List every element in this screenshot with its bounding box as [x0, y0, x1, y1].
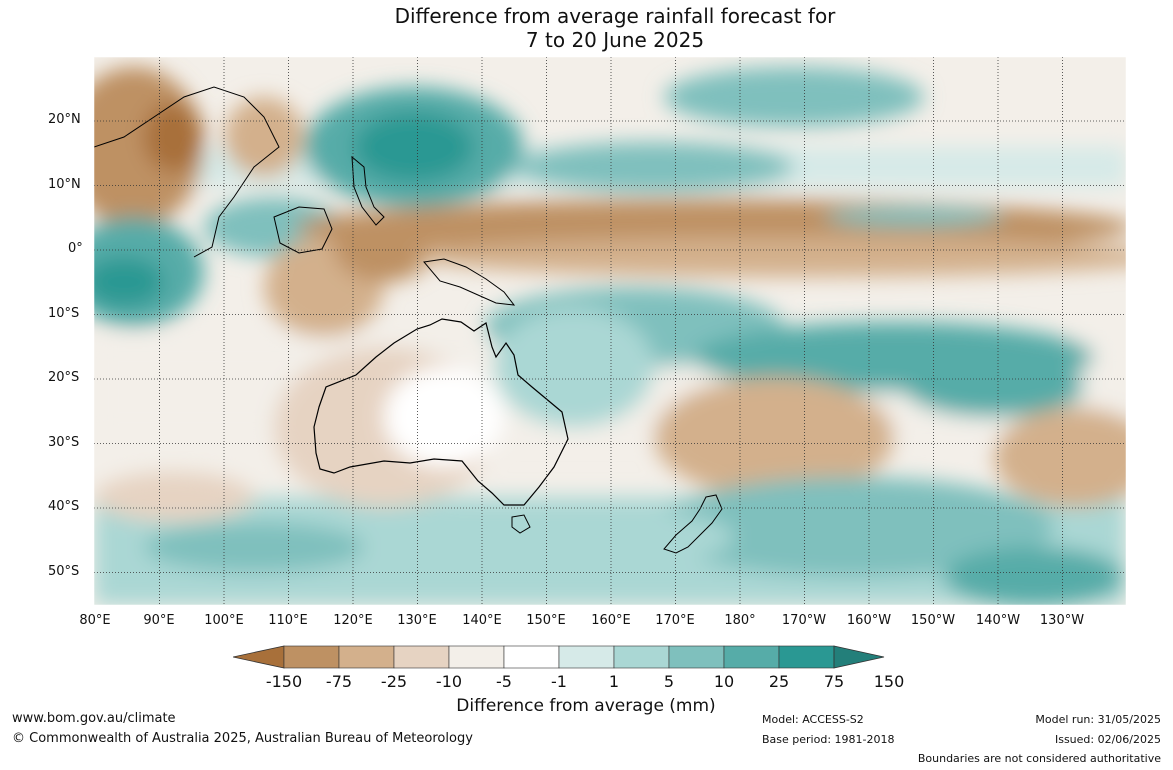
colorbar-label: Difference from average (mm)	[456, 696, 716, 716]
colorbar-tick: 1	[608, 672, 620, 691]
lon-label-100e: 100°E	[204, 613, 244, 628]
lat-label-0: 0°	[68, 241, 83, 256]
colorbar-segment	[283, 645, 340, 669]
lon-label-150e: 150°E	[526, 613, 566, 628]
anomaly-field	[94, 67, 1126, 605]
lat-label-40s: 40°S	[48, 499, 80, 514]
footer-disclaimer: Boundaries are not considered authoritat…	[917, 752, 1161, 765]
colorbar-segment	[778, 645, 835, 669]
colorbar-arrow-right	[833, 645, 885, 669]
lat-label-20s: 20°S	[48, 370, 80, 385]
lon-label-170w: 170°W	[781, 613, 827, 628]
colorbar-tick: -1	[551, 672, 567, 691]
lon-label-160e: 160°E	[591, 613, 631, 628]
colorbar-segment	[558, 645, 615, 669]
lon-label-120e: 120°E	[333, 613, 373, 628]
rainfall-map	[94, 57, 1126, 605]
colorbar-tick: -25	[380, 672, 408, 691]
lon-label-180: 180°	[724, 613, 756, 628]
footer-model-run: Model run: 31/05/2025	[1035, 713, 1161, 726]
lat-label-20n: 20°N	[48, 112, 81, 127]
colorbar-tick: 75	[823, 672, 845, 691]
colorbar-tick: 25	[768, 672, 790, 691]
lon-label-90e: 90°E	[143, 613, 175, 628]
lat-label-30s: 30°S	[48, 435, 80, 450]
footer-model: Model: ACCESS-S2	[762, 713, 864, 726]
colorbar-segment	[338, 645, 395, 669]
colorbar-tick: 10	[713, 672, 735, 691]
colorbar-tick: 5	[663, 672, 675, 691]
lon-label-130w: 130°W	[1039, 613, 1085, 628]
lat-label-10s: 10°S	[48, 306, 80, 321]
colorbar-segment	[448, 645, 505, 669]
footer-url: www.bom.gov.au/climate	[12, 711, 176, 726]
lat-label-50s: 50°S	[48, 564, 80, 579]
map-canvas	[94, 57, 1126, 605]
title-line-1: Difference from average rainfall forecas…	[394, 4, 836, 28]
philippines-outline	[351, 155, 385, 226]
colorbar-segment	[393, 645, 450, 669]
footer-base-period: Base period: 1981-2018	[762, 733, 895, 746]
lon-label-80e: 80°E	[79, 613, 111, 628]
colorbar-tick: -150	[265, 672, 303, 691]
lat-label-10n: 10°N	[48, 177, 81, 192]
colorbar-segment	[503, 645, 560, 669]
footer-issued: Issued: 02/06/2025	[1054, 733, 1161, 746]
lon-label-110e: 110°E	[268, 613, 308, 628]
colorbar-tick: -5	[496, 672, 512, 691]
colorbar	[233, 645, 885, 669]
tasmania-outline	[511, 514, 531, 534]
colorbar-segment	[613, 645, 670, 669]
title-line-2: 7 to 20 June 2025	[525, 28, 705, 52]
colorbar-segment	[723, 645, 780, 669]
lon-label-140w: 140°W	[975, 613, 1021, 628]
lon-label-160w: 160°W	[846, 613, 892, 628]
lon-label-140e: 140°E	[462, 613, 502, 628]
lon-label-130e: 130°E	[397, 613, 437, 628]
footer-copyright: © Commonwealth of Australia 2025, Austra…	[12, 731, 473, 746]
asia-coast-outline	[94, 86, 280, 258]
colorbar-arrow-left	[233, 645, 285, 669]
new-zealand-outline	[663, 494, 723, 554]
graticule	[94, 57, 1126, 605]
australia-outline	[313, 318, 569, 506]
borneo-outline	[273, 206, 333, 254]
new-guinea-outline	[423, 258, 516, 306]
map-title: Difference from average rainfall forecas…	[0, 4, 1173, 52]
lon-label-150w: 150°W	[910, 613, 956, 628]
lon-label-170e: 170°E	[655, 613, 695, 628]
colorbar-tick: 150	[873, 672, 905, 691]
colorbar-tick: -75	[325, 672, 353, 691]
colorbar-segment	[668, 645, 725, 669]
colorbar-tick: -10	[435, 672, 463, 691]
